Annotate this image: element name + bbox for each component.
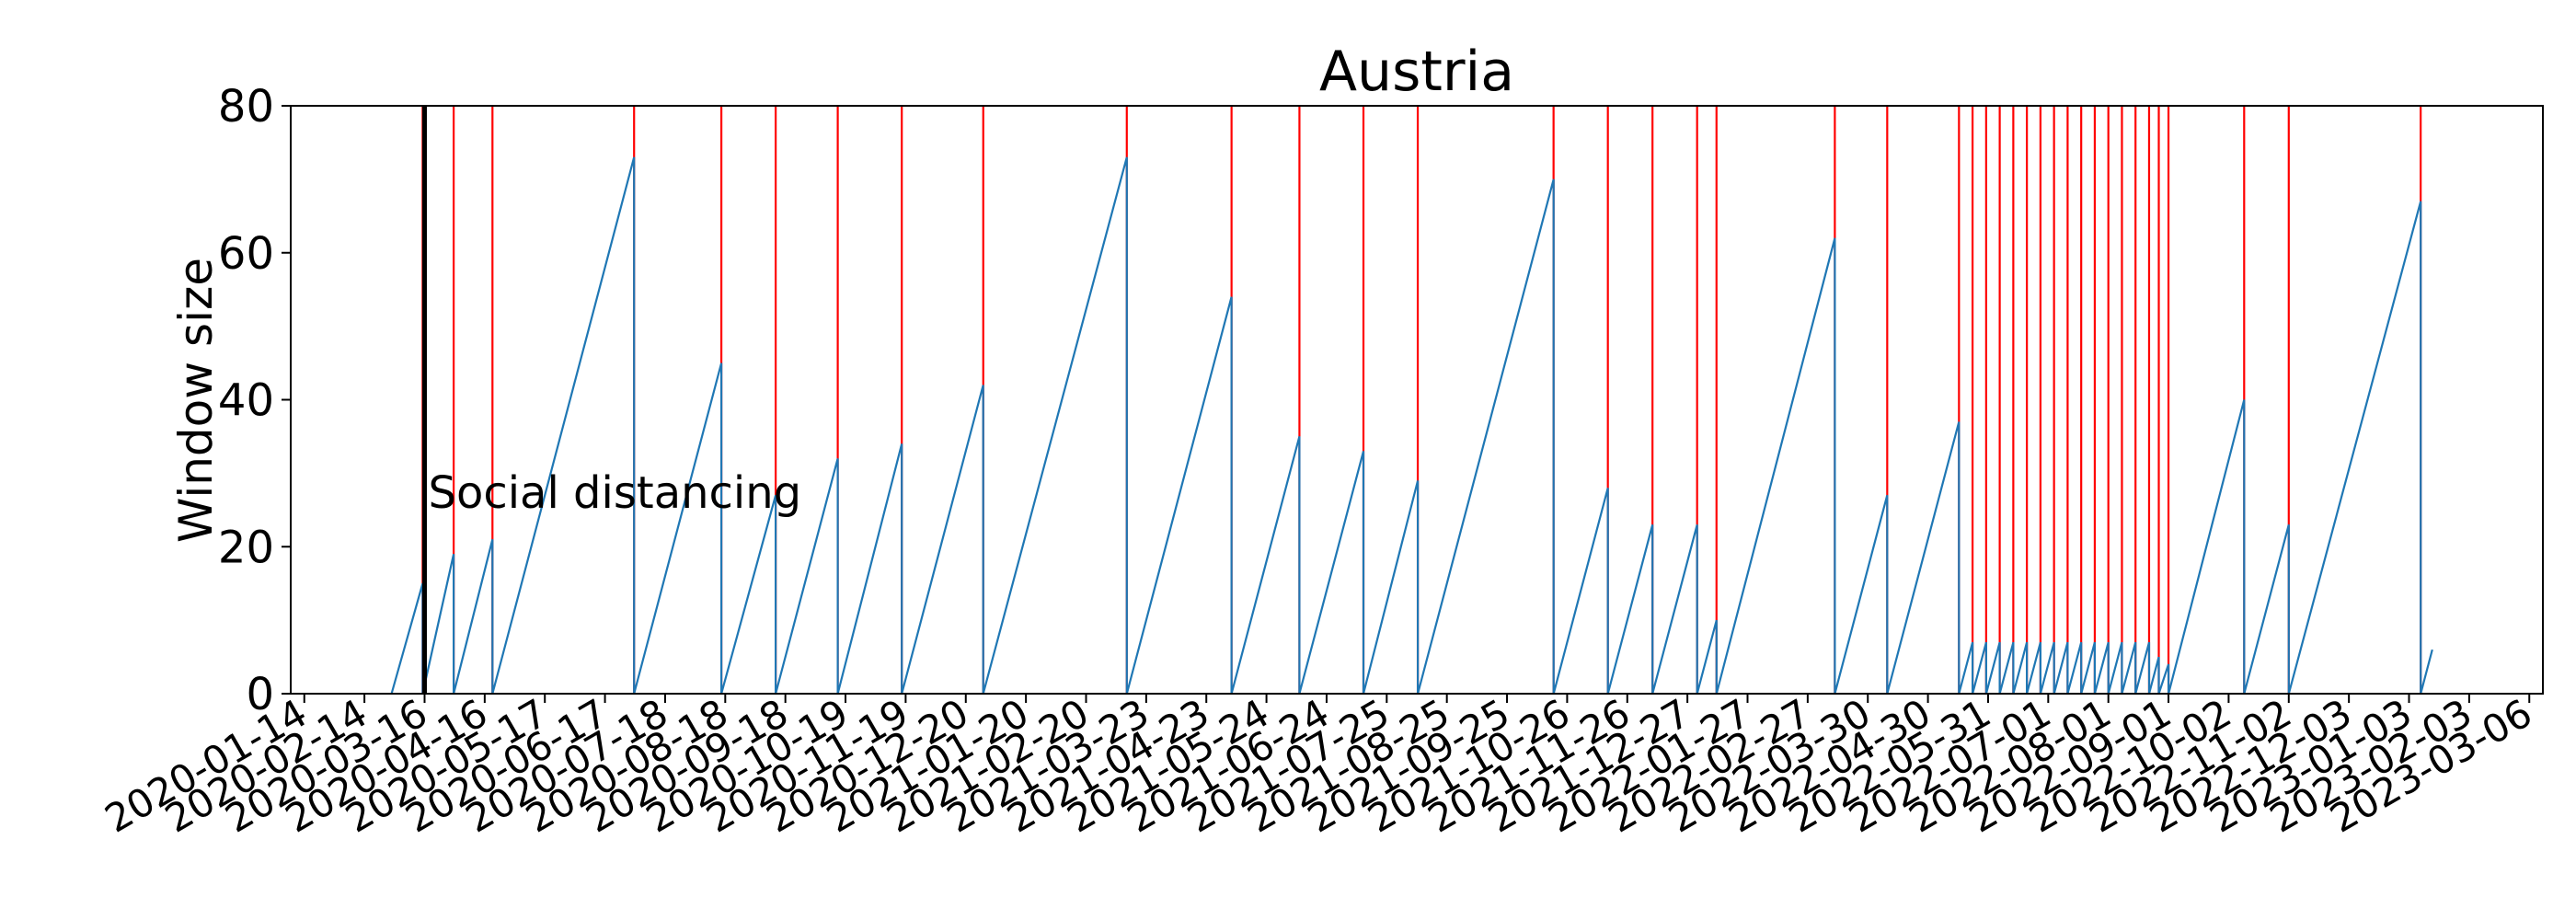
y-tick-label: 20: [218, 522, 274, 573]
y-tick-label: 0: [246, 669, 274, 720]
series-layer: [390, 156, 2433, 695]
window-size-series-line: [390, 156, 2433, 695]
y-tick-label: 40: [218, 375, 274, 427]
annotation-label: Social distancing: [428, 467, 801, 519]
annotations: Social distancing: [421, 106, 801, 694]
y-axis-label: Window size: [169, 258, 223, 543]
y-tick-label: 80: [218, 81, 274, 132]
chart-title: Austria: [1319, 40, 1514, 104]
axes: 0204060802020-01-142020-02-142020-03-162…: [98, 81, 2544, 842]
y-tick-label: 60: [218, 228, 274, 280]
